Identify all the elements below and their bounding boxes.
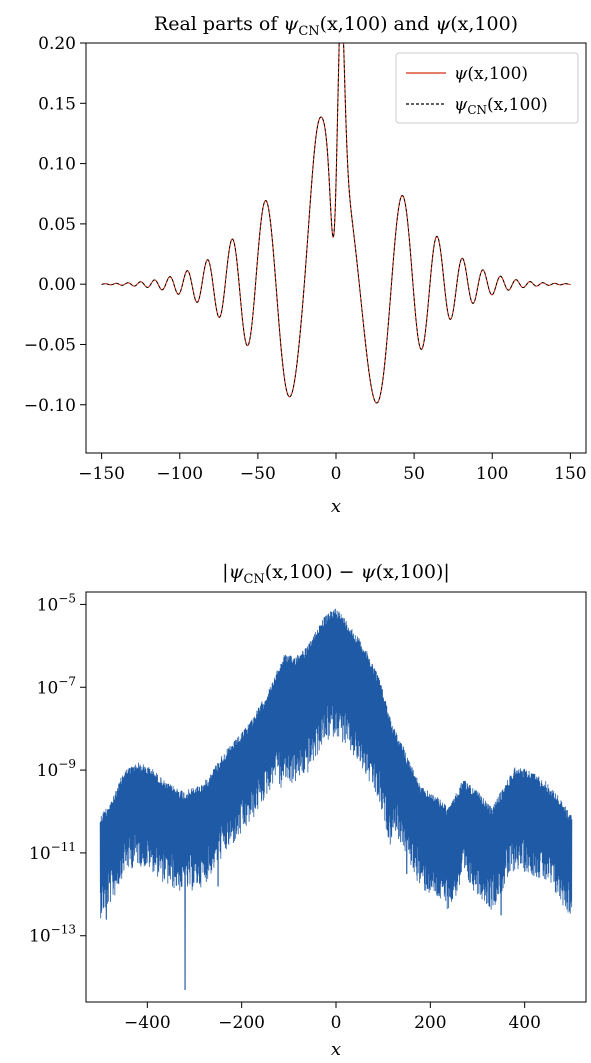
- chart1-xtick-label: 100: [476, 464, 508, 484]
- chart1-xtick-label: −50: [240, 464, 276, 484]
- chart1-axes: −150 −100 −50 0 50 100 150 −0.10 −0.05 0.00 0.05 0.…: [24, 34, 587, 484]
- chart1-xlabel: x: [331, 496, 341, 517]
- legend-box: [395, 52, 579, 124]
- chart1-title: Real parts of ψCN(x,100) and ψ(x,100): [154, 13, 518, 39]
- chart2-xlabel: x: [331, 1039, 341, 1060]
- chart-abs-difference: |ψCN(x,100) − ψ(x,100)| −400 −200 0 200 400 1…: [29, 561, 587, 1060]
- chart2-title: |ψCN(x,100) − ψ(x,100)|: [222, 561, 450, 587]
- chart1-xtick-label: 0: [331, 464, 342, 484]
- chart2-xtick-label: 400: [508, 1013, 540, 1033]
- chart1-ytick-label: 0.00: [38, 275, 76, 295]
- chart2-xtick-label: −400: [124, 1013, 171, 1033]
- chart1-xtick-label: −150: [78, 464, 125, 484]
- chart2-axes: −400 −200 0 200 400 10−5 10−7 10−9 10−11 10−13: [29, 591, 541, 1033]
- chart1-ytick-label: 0.15: [38, 94, 76, 114]
- chart-real-parts: Real parts of ψCN(x,100) and ψ(x,100) −1…: [24, 13, 587, 517]
- chart1-xtick-label: 50: [403, 464, 425, 484]
- chart2-xtick-label: −200: [218, 1013, 265, 1033]
- chart1-ytick-label: 0.20: [38, 34, 76, 54]
- legend-label-psi-cn: ψCN(x,100): [454, 95, 548, 117]
- chart1-frame: [85, 42, 587, 454]
- chart2-series: [99, 608, 573, 990]
- chart2-ytick-label: 10−7: [37, 674, 76, 698]
- chart2-frame: [85, 591, 587, 1003]
- series-psi: [101, 42, 571, 404]
- chart1-xtick-label: 150: [554, 464, 586, 484]
- chart1-ytick-label: 0.05: [38, 215, 76, 235]
- chart1-ytick-label: −0.05: [24, 335, 76, 355]
- chart2-ytick-label: 10−5: [37, 591, 76, 615]
- chart2-xtick-label: 200: [414, 1013, 446, 1033]
- chart1-series: [101, 42, 571, 404]
- chart1-ytick-label: 0.10: [38, 155, 76, 175]
- chart1-xtick-label: −100: [156, 464, 203, 484]
- chart2-ytick-label: 10−9: [37, 757, 76, 781]
- legend-label-psi: ψ(x,100): [454, 64, 528, 84]
- series-abs-difference: [99, 608, 573, 990]
- chart1-ytick-label: −0.10: [24, 396, 76, 416]
- chart1-legend: ψ(x,100) ψCN(x,100): [395, 52, 579, 124]
- chart2-xtick-label: 0: [331, 1013, 342, 1033]
- chart2-ytick-label: 10−11: [29, 840, 76, 864]
- chart2-ytick-label: 10−13: [29, 923, 76, 947]
